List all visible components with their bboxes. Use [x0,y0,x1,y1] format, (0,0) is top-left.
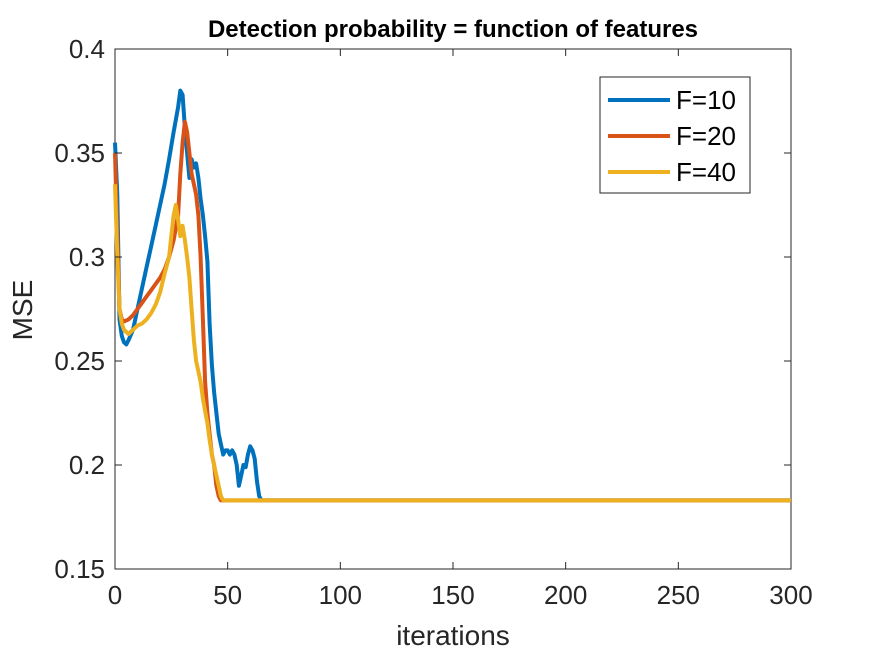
y-tick-label: 0.2 [69,450,105,480]
axes-layer: 0 50 100 150 200 250 300 0.15 0.2 0.25 0.3 0.35 0.4 [54,34,812,610]
x-tick-label: 100 [319,580,362,610]
y-tick-label: 0.15 [54,554,105,584]
x-tick-label: 150 [431,580,474,610]
x-tick-label: 0 [108,580,122,610]
y-tick-label: 0.25 [54,346,105,376]
x-tick-label: 200 [544,580,587,610]
x-tick-label: 300 [769,580,812,610]
x-tick-label: 50 [213,580,242,610]
series-line-1 [113,88,791,503]
y-tick-label: 0.35 [54,138,105,168]
legend: F=10 F=20 F=40 [599,76,751,194]
legend-label: F=20 [676,121,736,151]
y-tick-label: 0.4 [69,34,105,64]
y-axis-label: MSE [7,280,38,341]
y-tick-label: 0.3 [69,242,105,272]
legend-label: F=40 [676,157,736,187]
chart-title: Detection probability = function of feat… [208,16,698,43]
series-line-3 [113,184,791,503]
x-axis-label: iterations [396,620,510,651]
series-layer [113,88,791,503]
legend-label: F=10 [676,85,736,115]
x-tick-label: 250 [657,580,700,610]
